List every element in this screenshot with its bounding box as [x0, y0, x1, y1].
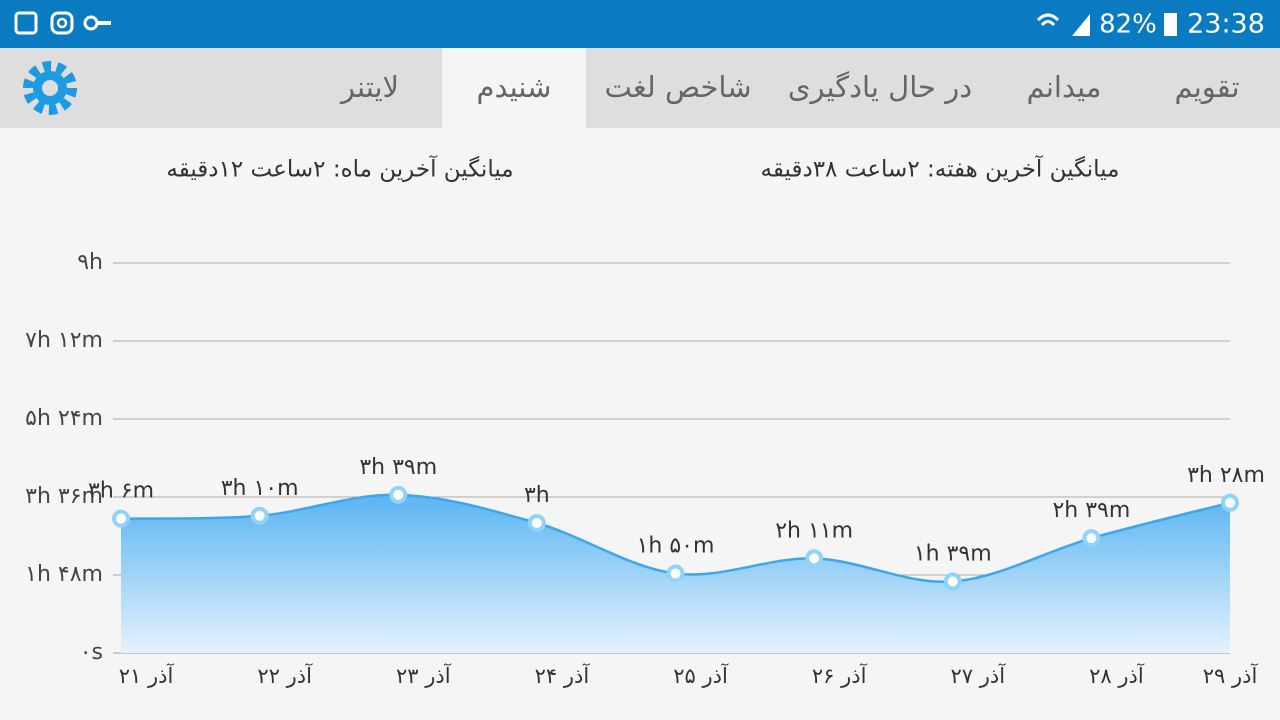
y-tick-label: ۷h ۱۲m — [25, 328, 103, 353]
data-point — [666, 564, 685, 583]
x-tick-label: ۲۸ آذر — [1089, 663, 1145, 688]
month-average: میانگین آخرین ماه: ۲ساعت ۱۲دقیقه — [166, 155, 513, 183]
x-tick-label: ۲۶ آذر — [812, 663, 868, 688]
tab[interactable]: میدانم — [1027, 70, 1102, 105]
y-tick-label: ۵h ۲۴m — [25, 406, 103, 431]
x-tick-label: ۲۵ آذر — [673, 663, 729, 688]
instagram-lens — [56, 17, 68, 29]
x-tick-label: ۲۱ آذر — [119, 663, 175, 688]
tab-label: تقویم — [1174, 70, 1239, 105]
data-point — [943, 572, 962, 591]
value-label: ۳h ۱۰m — [221, 476, 299, 501]
y-tick-label: ۹h — [77, 250, 103, 275]
active-tab-bg — [442, 48, 586, 128]
value-label: ۳h ۲۸m — [1187, 463, 1265, 488]
data-point — [250, 506, 269, 525]
tab-label: شنیدم — [477, 70, 552, 104]
data-point — [805, 549, 824, 568]
data-point — [1221, 493, 1239, 512]
tab-label: در حال یادگیری — [788, 70, 972, 104]
x-tick-label: ۲۲ آذر — [257, 663, 313, 688]
tab[interactable]: شاخص لغت — [604, 70, 751, 104]
data-point — [1082, 529, 1101, 548]
data-point — [527, 514, 546, 532]
value-label: ۳h ۳۹m — [359, 455, 437, 480]
clock: 23:38 — [1187, 9, 1265, 40]
value-label: ۳h — [524, 483, 550, 508]
y-tick-label: ۰s — [80, 640, 103, 665]
data-point — [389, 485, 408, 504]
tab-bar — [0, 48, 1280, 128]
value-label: ۱h ۵۰m — [637, 534, 715, 559]
instagram-icon — [50, 11, 74, 35]
x-tick-label: ۲۳ آذر — [396, 663, 452, 688]
battery-percent: 82% — [1099, 10, 1157, 40]
tab[interactable]: تقویم — [1174, 70, 1239, 105]
gear-teeth — [23, 61, 77, 115]
week-average: میانگین آخرین هفته: ۲ساعت ۳۸دقیقه — [761, 155, 1120, 183]
y-tick-label: ۱h ۴۸m — [25, 562, 103, 587]
x-tick-label: ۲۹ آذر — [1203, 663, 1259, 688]
signal-icon — [1072, 14, 1090, 36]
gear-hole — [42, 80, 58, 96]
battery-icon — [1164, 13, 1177, 36]
settings-button[interactable] — [23, 61, 77, 115]
value-label: ۱h ۳۹m — [914, 542, 992, 567]
value-label: ۳h ۶m — [88, 479, 154, 504]
status-bar — [0, 0, 1280, 48]
x-tick-label: ۲۴ آذر — [535, 663, 591, 688]
tab[interactable]: شنیدم — [442, 48, 586, 128]
tab[interactable]: در حال یادگیری — [788, 70, 972, 104]
chart: ۰s ۱h ۴۸m ۳h ۳۶m ۵h ۲۴m ۷h ۱۲m ۹h ۳h ۶m ۲۱ آذر ۳… — [25, 250, 1265, 688]
key-shaft — [96, 21, 111, 25]
tab-label: شاخص لغت — [604, 70, 751, 104]
value-label: ۲h ۳۹m — [1052, 498, 1130, 523]
gallery-icon — [14, 11, 38, 35]
tab-label: لایتنر — [339, 70, 399, 104]
y-tick-label: ۳h ۳۶m — [25, 484, 103, 509]
tab[interactable]: لایتنر — [339, 70, 399, 104]
x-tick-label: ۲۷ آذر — [950, 663, 1006, 688]
value-label: ۲h ۱۱m — [775, 518, 853, 543]
data-point — [112, 509, 130, 528]
tab-label: میدانم — [1027, 70, 1102, 105]
wifi-icon — [1036, 13, 1060, 27]
